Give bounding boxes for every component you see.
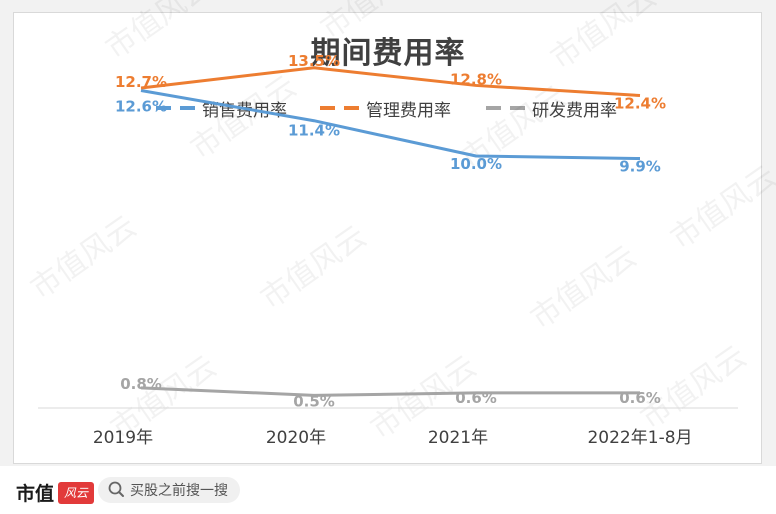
series-line-0 xyxy=(140,89,641,161)
search-icon xyxy=(108,481,124,497)
watermark-text: 市值风云 xyxy=(635,339,753,436)
x-tick-label: 2020年 xyxy=(266,428,326,448)
brand-logo[interactable]: 市值 风云 xyxy=(16,479,95,506)
watermark-text: 市值风云 xyxy=(525,239,643,336)
x-tick-label: 2019年 xyxy=(93,428,153,448)
legend-label-rnd: 研发费用率 xyxy=(532,100,617,121)
data-label: 10.0% xyxy=(450,155,502,173)
chart-frame xyxy=(13,12,762,464)
data-label: 12.7% xyxy=(115,73,167,91)
search-bar[interactable]: 买股之前搜一搜 xyxy=(98,477,240,503)
brand-name: 市值 xyxy=(16,483,55,505)
watermark-text: 市值风云 xyxy=(665,159,776,256)
watermark-text: 市值风云 xyxy=(25,209,143,306)
series-line-2 xyxy=(140,386,640,397)
data-label: 12.6% xyxy=(115,97,167,115)
data-label: 12.8% xyxy=(450,70,502,88)
x-tick-label: 2022年1-8月 xyxy=(587,428,692,448)
x-tick-layer: 2019年 2020年 2021年 2022年1-8月 xyxy=(93,428,693,448)
watermark-text: 市值风云 xyxy=(255,219,373,316)
watermark-text: 市值风云 xyxy=(185,69,303,166)
watermark-text: 市值风云 xyxy=(545,0,663,77)
watermark-text: 市值风云 xyxy=(100,0,218,67)
watermark-text: 市值风云 xyxy=(315,0,433,47)
data-label: 0.6% xyxy=(455,389,497,407)
data-label: 13.5% xyxy=(288,52,340,70)
series-line-1 xyxy=(140,66,641,98)
chart-title: 期间费用率 xyxy=(310,36,466,71)
legend-label-admin: 管理费用率 xyxy=(366,100,451,121)
x-tick-label: 2021年 xyxy=(428,428,488,448)
series-layer xyxy=(140,66,641,397)
footer-bar: 市值 风云 买股之前搜一搜 xyxy=(0,466,776,514)
legend-swatch-admin xyxy=(320,106,360,110)
data-label: 12.4% xyxy=(614,95,666,113)
data-label: 11.4% xyxy=(288,122,340,140)
brand-mark: 风云 xyxy=(58,481,95,504)
legend-swatch-sales xyxy=(156,106,196,110)
search-prompt: 买股之前搜一搜 xyxy=(130,483,228,499)
legend-item-admin: 管理费用率 xyxy=(320,96,451,121)
legend-swatch-rnd xyxy=(486,106,526,110)
data-label-layer: 12.6% 11.4% 10.0% 9.9% 12.7% 13.5% 12.8% 12.4% 0… xyxy=(115,52,666,411)
data-label: 9.9% xyxy=(619,158,661,176)
legend: 销售费用率 管理费用率 研发费用率 xyxy=(0,96,776,121)
data-label: 0.5% xyxy=(293,392,335,410)
data-label: 0.8% xyxy=(120,375,162,393)
legend-item-rnd: 研发费用率 xyxy=(486,96,617,121)
data-label: 0.6% xyxy=(619,389,661,407)
